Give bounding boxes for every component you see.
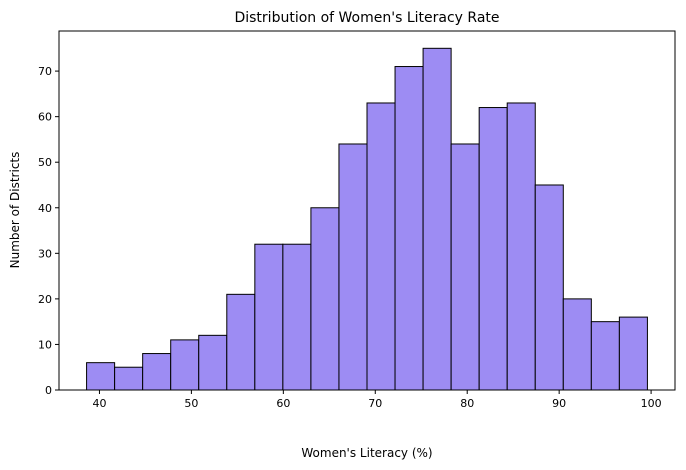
histogram-bar-4 — [198, 334, 228, 391]
y-tick-label: 60 — [38, 111, 52, 124]
plot-frame — [58, 30, 676, 391]
histogram-bar-1 — [114, 366, 144, 391]
y-tick-label: 0 — [45, 384, 52, 397]
histogram-bar-7 — [282, 243, 312, 391]
x-tick-label: 60 — [276, 397, 290, 410]
y-tick-label: 10 — [38, 338, 52, 351]
y-tick-label: 70 — [38, 65, 52, 78]
histogram-bar-6 — [254, 243, 284, 391]
histogram-bar-8 — [310, 207, 340, 391]
histogram-bar-5 — [226, 293, 256, 391]
histogram-bar-11 — [394, 66, 424, 391]
histogram-bar-14 — [478, 107, 508, 391]
y-tick-label: 40 — [38, 202, 52, 215]
x-tick-label: 40 — [92, 397, 106, 410]
histogram-bar-19 — [618, 316, 648, 391]
y-axis-label: Number of Districts — [8, 152, 22, 269]
y-axis-ticks: 0 10 20 30 40 50 60 70 — [38, 65, 59, 397]
x-tick-label: 70 — [368, 397, 382, 410]
bars-group — [86, 47, 648, 391]
histogram-bar-17 — [562, 298, 592, 391]
x-tick-label: 90 — [552, 397, 566, 410]
histogram-bar-12 — [422, 47, 452, 391]
y-tick-label: 20 — [38, 293, 52, 306]
histogram-bar-9 — [338, 143, 368, 391]
histogram-bar-10 — [366, 102, 396, 391]
histogram-bar-0 — [86, 362, 116, 391]
x-axis-ticks: 40 50 60 70 80 90 100 — [92, 390, 662, 410]
histogram-bar-2 — [142, 353, 172, 391]
y-tick-label: 30 — [38, 247, 52, 260]
histogram-bar-13 — [450, 143, 480, 391]
x-axis-label: Women's Literacy (%) — [301, 446, 432, 460]
x-tick-label: 80 — [460, 397, 474, 410]
histogram-bar-16 — [534, 184, 564, 391]
y-tick-label: 50 — [38, 156, 52, 169]
histogram-bar-18 — [590, 321, 620, 391]
x-tick-label: 50 — [184, 397, 198, 410]
chart-title: Distribution of Women's Literacy Rate — [234, 10, 499, 26]
x-tick-label: 100 — [641, 397, 662, 410]
histogram-bar-3 — [170, 339, 200, 391]
histogram-bar-15 — [506, 102, 536, 391]
